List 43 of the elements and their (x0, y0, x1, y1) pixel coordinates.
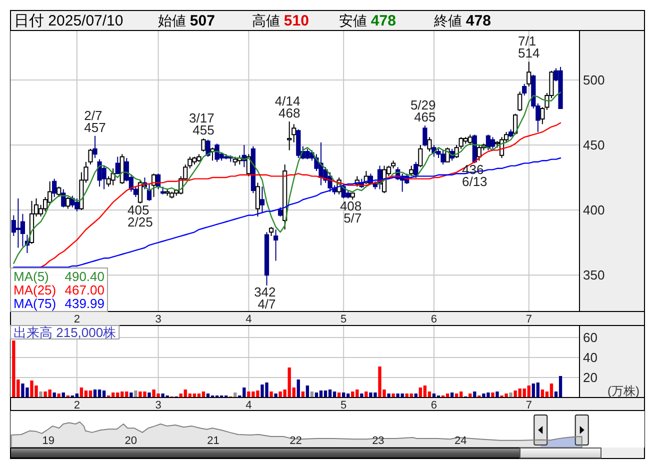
x-tick-label: 6 (430, 314, 438, 326)
annotation: 342 4/7 (254, 284, 276, 312)
x-tick-label: 5 (340, 314, 347, 326)
text: MA(75) 439.99 (14, 296, 104, 311)
x-tick-label: 3 (155, 314, 162, 326)
y-tick-label: 450 (583, 137, 605, 152)
text: 高値 510 (252, 12, 309, 30)
x-tick-label: 4 (246, 400, 252, 412)
x-tick-label: 2 (74, 314, 80, 326)
annotation: 408 5/7 (340, 198, 362, 226)
x-tick-label: 21 (207, 435, 220, 447)
y-tick-label: 60 (583, 330, 598, 345)
text: MA(25) 467.00 (14, 282, 104, 298)
annotation: 4/14 468 (274, 94, 300, 121)
y-axis-title: (万株) (608, 384, 640, 398)
y-tick-label: 400 (583, 202, 605, 218)
x-tick-label: 6 (430, 400, 438, 412)
y-tick-label: 20 (583, 370, 598, 385)
y-tick-label: 40 (583, 350, 598, 365)
chart-title: 日付 2025/07/10 (14, 12, 124, 30)
text: MA(5) 490.40 (14, 269, 104, 284)
x-tick-label: 23 (372, 435, 384, 447)
chart-title: 出来高 215,000株 (14, 325, 116, 340)
x-tick-label: 7 (526, 400, 532, 412)
annotation: 3/17 455 (189, 110, 214, 138)
text: 安値 478 (339, 12, 396, 30)
text: 始値 507 (158, 12, 215, 30)
x-tick-label: 22 (290, 435, 302, 447)
annotation: 405 2/25 (128, 202, 153, 230)
x-tick-label: 20 (124, 435, 137, 447)
x-tick-label: 3 (155, 400, 162, 412)
x-tick-label: 19 (42, 435, 55, 447)
annotation: 7/1 514 (518, 34, 540, 61)
x-tick-label: 4 (246, 314, 252, 326)
x-tick-label: 7 (526, 314, 532, 326)
annotation: 5/29 465 (410, 97, 436, 124)
text: 終値 478 (433, 12, 491, 30)
y-tick-label: 500 (583, 72, 605, 88)
x-tick-label: 2 (74, 400, 80, 412)
x-tick-label: 24 (454, 435, 467, 447)
x-tick-label: 5 (340, 400, 347, 412)
annotation: 2/7 457 (84, 108, 106, 135)
y-tick-label: 350 (583, 268, 605, 283)
